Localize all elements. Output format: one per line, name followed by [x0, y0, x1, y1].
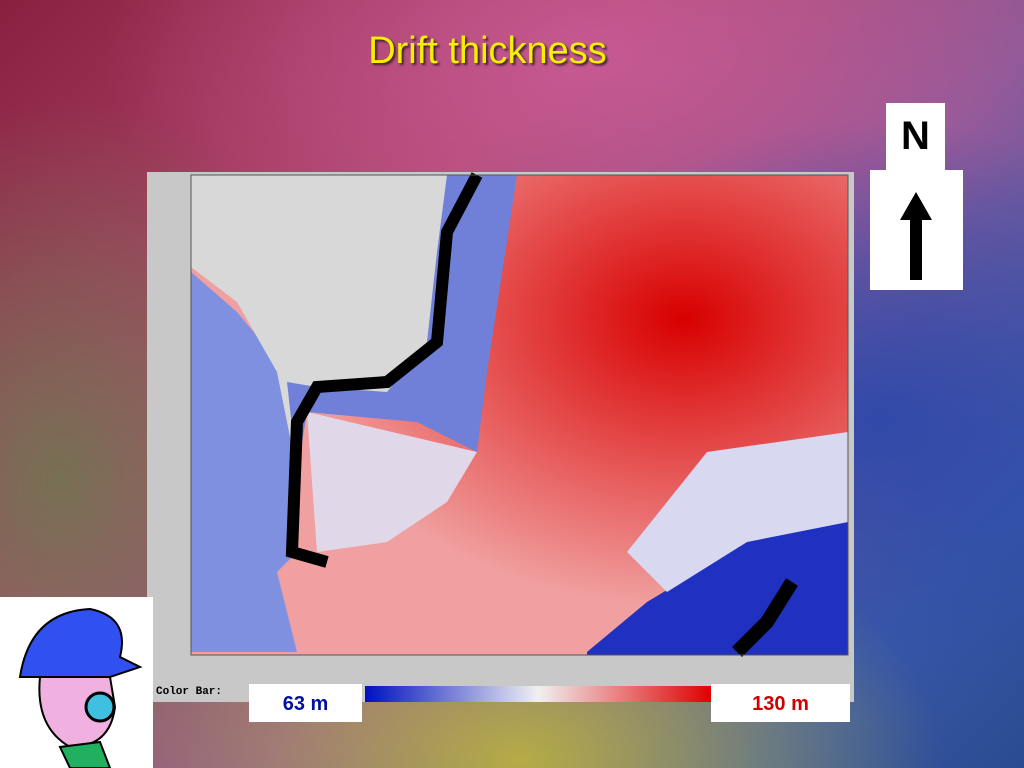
detective-clipart	[0, 597, 153, 768]
slide-title: Drift thickness	[368, 30, 607, 72]
legend-min: 63 m	[282, 693, 329, 715]
thickness-map	[147, 172, 854, 682]
legend-max-box	[711, 684, 850, 722]
color-bar	[365, 686, 711, 702]
legend-min-box	[249, 684, 362, 722]
north-box	[886, 103, 945, 170]
legend-max: 130 m	[752, 693, 809, 715]
north-arrow	[870, 170, 963, 290]
color-bar-caption: Color Bar:	[156, 686, 223, 698]
north-label: N	[901, 114, 930, 158]
